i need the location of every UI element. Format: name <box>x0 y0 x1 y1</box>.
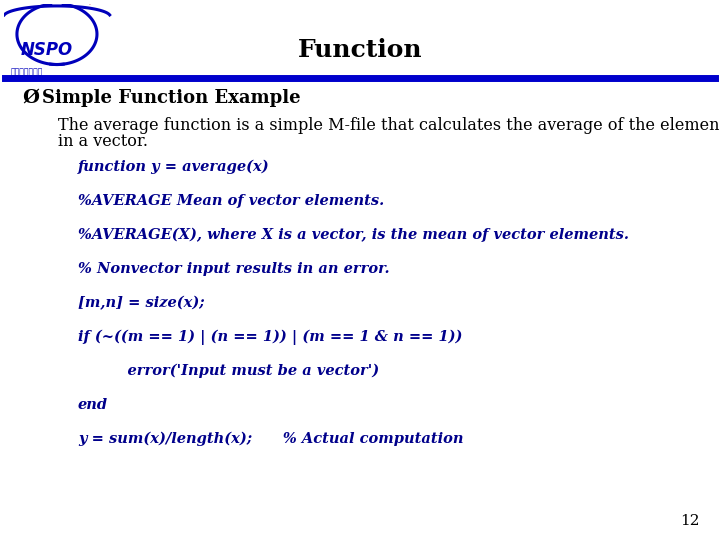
Text: 國家太空計出室: 國家太空計出室 <box>11 67 43 76</box>
Text: The average function is a simple M-file that calculates the average of the eleme: The average function is a simple M-file … <box>58 117 720 133</box>
Text: in a vector.: in a vector. <box>58 133 148 151</box>
Text: %AVERAGE(X), where X is a vector, is the mean of vector elements.: %AVERAGE(X), where X is a vector, is the… <box>78 228 629 242</box>
Text: Function: Function <box>297 38 423 62</box>
Text: function y = average(x): function y = average(x) <box>78 160 269 174</box>
Text: %AVERAGE Mean of vector elements.: %AVERAGE Mean of vector elements. <box>78 194 384 208</box>
Text: Ø: Ø <box>22 89 39 107</box>
Text: end: end <box>78 398 108 412</box>
Text: Simple Function Example: Simple Function Example <box>42 89 301 107</box>
Text: NSPO: NSPO <box>20 41 73 59</box>
Text: if (~((m == 1) | (n == 1)) | (m == 1 & n == 1)): if (~((m == 1) | (n == 1)) | (m == 1 & n… <box>78 329 462 345</box>
Text: error('Input must be a vector'): error('Input must be a vector') <box>107 364 379 378</box>
Text: y = sum(x)/length(x);      % Actual computation: y = sum(x)/length(x); % Actual computati… <box>78 432 464 446</box>
Text: [m,n] = size(x);: [m,n] = size(x); <box>78 296 204 310</box>
Text: % Nonvector input results in an error.: % Nonvector input results in an error. <box>78 262 390 276</box>
Text: 12: 12 <box>680 514 700 528</box>
